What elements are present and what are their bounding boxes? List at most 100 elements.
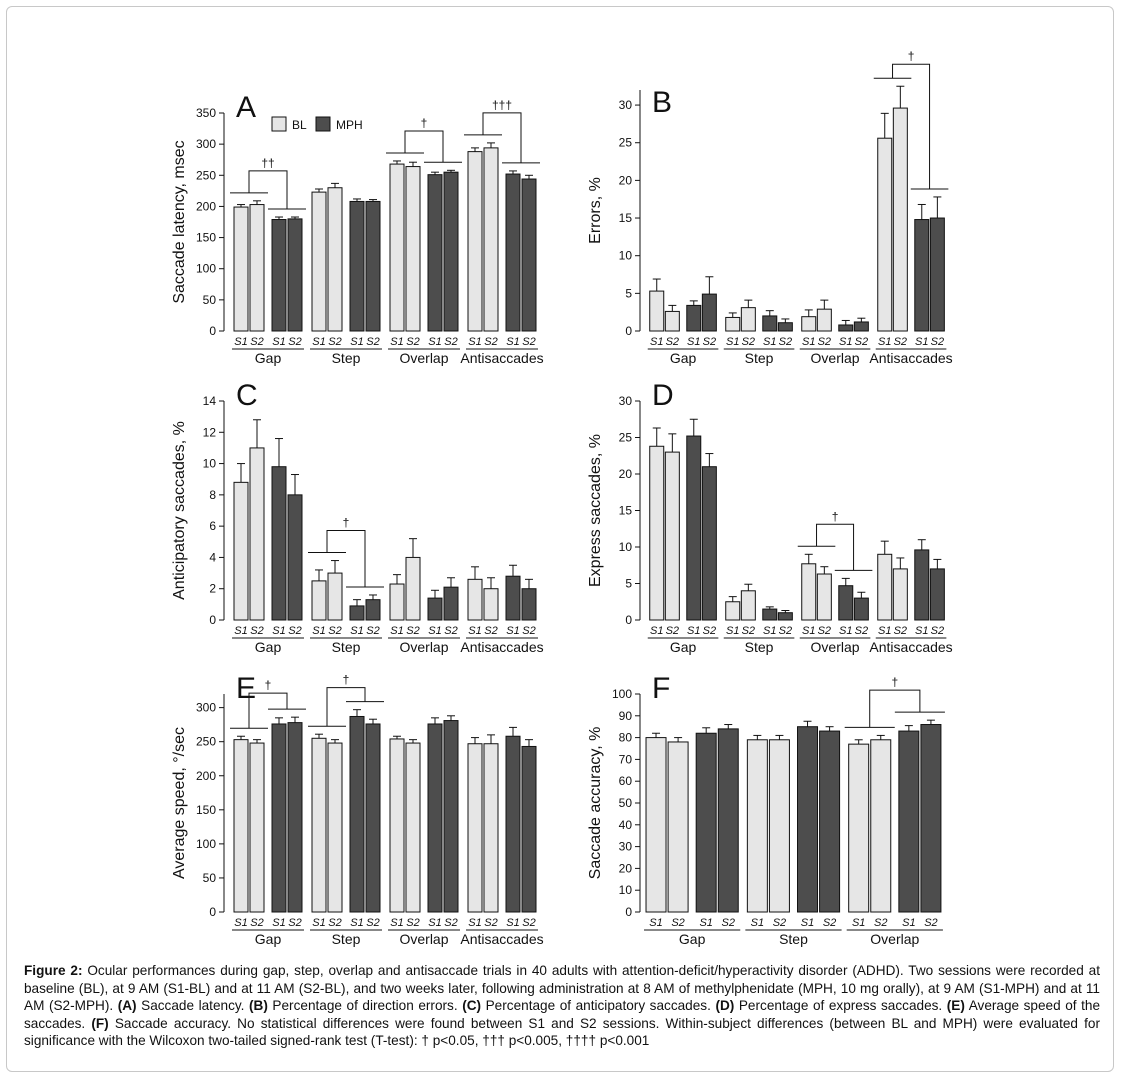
sig-marker: † (908, 49, 915, 63)
session-label: S1 (699, 917, 712, 929)
group-label: Overlap (399, 350, 448, 366)
session-label: S2 (823, 917, 836, 929)
bar (389, 163, 405, 332)
caption-text-b: Percentage of direction errors. (267, 998, 463, 1014)
bar (762, 315, 778, 332)
session-label: S2 (366, 336, 379, 348)
y-axis-label: Express saccades, % (587, 434, 604, 587)
y-tick-label: 200 (196, 199, 216, 213)
session-label: S1 (350, 625, 363, 637)
session-label: S2 (444, 625, 457, 637)
session-label: S1 (234, 336, 247, 348)
bar (701, 293, 717, 332)
session-label: S1 (650, 336, 663, 348)
bar (405, 556, 421, 621)
bar (249, 447, 265, 621)
session-label: S2 (288, 336, 301, 348)
group-label: Step (745, 350, 774, 366)
group-label: Antisaccades (460, 639, 543, 655)
bar (311, 191, 327, 332)
bar (664, 451, 680, 621)
session-label: S1 (763, 336, 776, 348)
bar (505, 173, 521, 332)
bar (929, 217, 945, 332)
session-label: S2 (855, 336, 868, 348)
bar (725, 316, 741, 332)
group-label: Step (332, 639, 361, 655)
bar (365, 723, 381, 913)
y-tick-label: 100 (196, 837, 216, 851)
session-label: S2 (779, 336, 792, 348)
bar (892, 107, 908, 332)
group-label: Step (332, 931, 361, 947)
sig-bracket (892, 63, 931, 189)
session-label: S1 (751, 917, 764, 929)
group-label: Overlap (870, 931, 919, 947)
session-label: S2 (742, 336, 755, 348)
bar (768, 739, 790, 913)
bar (327, 572, 343, 621)
session-label: S2 (406, 625, 419, 637)
caption-sig-3: †††† p<0.001 (565, 1033, 650, 1049)
caption-sig-1: † p<0.05, (421, 1033, 483, 1049)
panel-a: A 0 50 100 150 200 250 300 350 Saccade latency, m… (171, 91, 544, 366)
caption-tag-e: (E) (946, 998, 965, 1014)
bar (271, 723, 287, 913)
session-label: S2 (703, 625, 716, 637)
session-label: S2 (522, 336, 535, 348)
bar (521, 745, 537, 913)
sig-bracket (248, 170, 288, 210)
bar (819, 730, 841, 913)
panel-letter: F (652, 672, 670, 705)
group-label: Antisaccades (460, 350, 543, 366)
session-label: S1 (468, 917, 481, 929)
session-label: S1 (687, 336, 700, 348)
y-tick-label: 14 (203, 394, 217, 408)
session-label: S1 (312, 336, 325, 348)
session-label: S1 (763, 625, 776, 637)
bar (505, 575, 521, 621)
bar (892, 568, 908, 621)
bar (877, 553, 893, 621)
session-label: S1 (350, 917, 363, 929)
legend-label-bl: BL (292, 118, 307, 132)
caption-tag-d: (D) (715, 998, 735, 1014)
sig-marker: † (832, 509, 839, 523)
caption-tag-c: (C) (462, 998, 482, 1014)
bar (870, 739, 892, 913)
sig-bracket (326, 687, 366, 727)
session-label: S2 (779, 625, 792, 637)
bar (746, 739, 768, 913)
bar (898, 730, 920, 913)
bar (427, 174, 443, 332)
session-label: S1 (878, 625, 891, 637)
bar (427, 597, 443, 621)
group-label: Overlap (399, 931, 448, 947)
bar (686, 435, 702, 621)
y-tick-label: 60 (619, 774, 633, 788)
session-label: S2 (366, 625, 379, 637)
y-tick-label: 150 (196, 231, 216, 245)
y-tick-label: 250 (196, 168, 216, 182)
panel-letter: B (652, 86, 672, 119)
session-label: S2 (666, 336, 679, 348)
bar (443, 720, 459, 913)
bar (762, 608, 778, 621)
y-tick-label: 5 (625, 577, 632, 591)
session-label: S1 (468, 336, 481, 348)
bar (483, 147, 499, 332)
session-label: S2 (328, 336, 341, 348)
bar (365, 599, 381, 621)
y-tick-label: 4 (209, 550, 216, 564)
session-label: S1 (272, 917, 285, 929)
session-label: S2 (773, 917, 786, 929)
session-label: S2 (484, 625, 497, 637)
y-tick-label: 8 (209, 488, 216, 502)
bar (645, 737, 667, 913)
bar (349, 715, 365, 913)
session-label: S2 (328, 917, 341, 929)
y-tick-label: 0 (209, 905, 216, 919)
caption-lead: Figure 2: (24, 963, 83, 978)
